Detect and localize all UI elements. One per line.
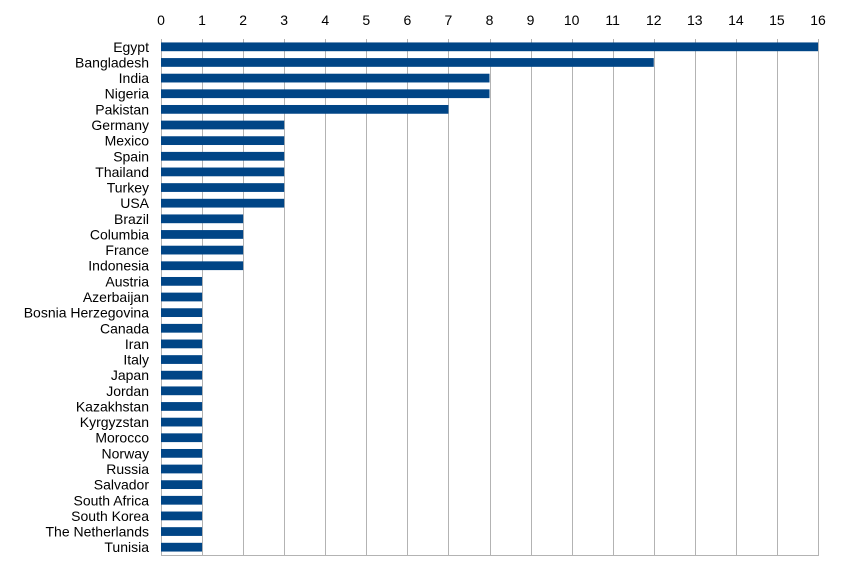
bar-canada (161, 323, 203, 333)
category-label: Thailand (95, 164, 149, 180)
category-label: Turkey (107, 180, 149, 196)
bar-columbia (161, 230, 244, 239)
bar-kazakhstan (161, 402, 203, 411)
category-label: Iran (125, 336, 149, 352)
bar-south-korea (161, 511, 203, 521)
category-label: Italy (123, 352, 149, 368)
category-labels: EgyptBangladeshIndiaNigeriaPakistanGerma… (24, 39, 150, 555)
bar-salvador (161, 480, 203, 490)
category-label: Canada (100, 320, 149, 336)
bar-pakistan (161, 104, 449, 114)
bar-iran (161, 339, 203, 349)
bar-indonesia (161, 261, 244, 271)
bar-bosnia-herzegovina (161, 308, 203, 318)
category-label: France (105, 242, 149, 258)
x-tick-label: 4 (321, 12, 329, 28)
x-tick-label: 12 (646, 12, 662, 28)
bar-brazil (161, 214, 244, 224)
x-tick-label: 0 (157, 12, 165, 28)
x-tick-label: 2 (239, 12, 247, 28)
x-tick-label: 10 (564, 12, 580, 28)
bar-japan (161, 370, 203, 380)
category-label: Tunisia (104, 539, 149, 555)
category-label: Bosnia Herzegovina (24, 305, 150, 321)
category-label: Jordan (106, 383, 149, 399)
bar-azerbaijan (161, 292, 203, 302)
x-tick-label: 1 (198, 12, 206, 28)
x-tick-label: 9 (527, 12, 535, 28)
bar-egypt (161, 42, 818, 52)
category-label: Pakistan (95, 101, 149, 117)
category-label: Bangladesh (75, 54, 149, 70)
x-tick-label: 15 (769, 12, 785, 28)
category-label: USA (120, 195, 149, 211)
bar-the-netherlands (161, 527, 203, 536)
x-tick-label: 6 (403, 12, 411, 28)
category-label: The Netherlands (45, 524, 149, 540)
bar-morocco (161, 433, 203, 443)
bar-germany (161, 120, 285, 130)
bar-russia (161, 464, 203, 474)
category-label: Japan (111, 367, 149, 383)
bar-india (161, 73, 490, 83)
bar-turkey (161, 183, 285, 192)
category-label: Norway (102, 445, 149, 461)
x-tick-label: 16 (810, 12, 826, 28)
x-axis-ticks: 0 1 2 3 4 5 6 7 8 9 10 11 12 13 14 15 16 (157, 12, 826, 28)
category-label: India (119, 70, 150, 86)
bar-france (161, 245, 244, 255)
category-label: Columbia (90, 226, 149, 242)
bar-nigeria (161, 89, 490, 99)
bar-jordan (161, 386, 203, 396)
bar-austria (161, 276, 203, 286)
x-tick-label: 13 (687, 12, 703, 28)
x-tick-label: 8 (486, 12, 494, 28)
x-tick-label: 11 (605, 12, 620, 28)
category-label: Brazil (114, 211, 149, 227)
category-label: Russia (106, 461, 149, 477)
category-label: South Korea (71, 508, 149, 524)
category-label: Indonesia (88, 258, 149, 274)
bar-norway (161, 448, 203, 458)
category-label: Morocco (95, 430, 149, 446)
category-label: Egypt (113, 39, 149, 55)
category-label: Mexico (105, 133, 150, 149)
bar-kyrgyzstan (161, 417, 203, 427)
bars (161, 42, 818, 552)
bar-italy (161, 355, 203, 364)
category-label: Nigeria (105, 86, 150, 102)
bar-tunisia (161, 542, 203, 552)
category-label: Spain (113, 148, 149, 164)
x-tick-label: 3 (280, 12, 288, 28)
x-tick-label: 5 (362, 12, 370, 28)
category-label: Germany (91, 117, 149, 133)
bar-bangladesh (161, 58, 654, 67)
category-label: Kyrgyzstan (80, 414, 149, 430)
x-tick-label: 7 (445, 12, 453, 28)
bar-south-africa (161, 495, 203, 505)
x-tick-label: 14 (728, 12, 744, 28)
bar-spain (161, 151, 285, 161)
bar-thailand (161, 167, 285, 177)
category-label: Azerbaijan (83, 289, 149, 305)
category-label: Austria (105, 273, 149, 289)
bar-usa (161, 198, 285, 208)
category-label: Kazakhstan (76, 398, 149, 414)
bar-mexico (161, 136, 285, 146)
grid-layer (161, 39, 819, 556)
category-label: Salvador (94, 477, 150, 493)
category-label: South Africa (74, 492, 150, 508)
